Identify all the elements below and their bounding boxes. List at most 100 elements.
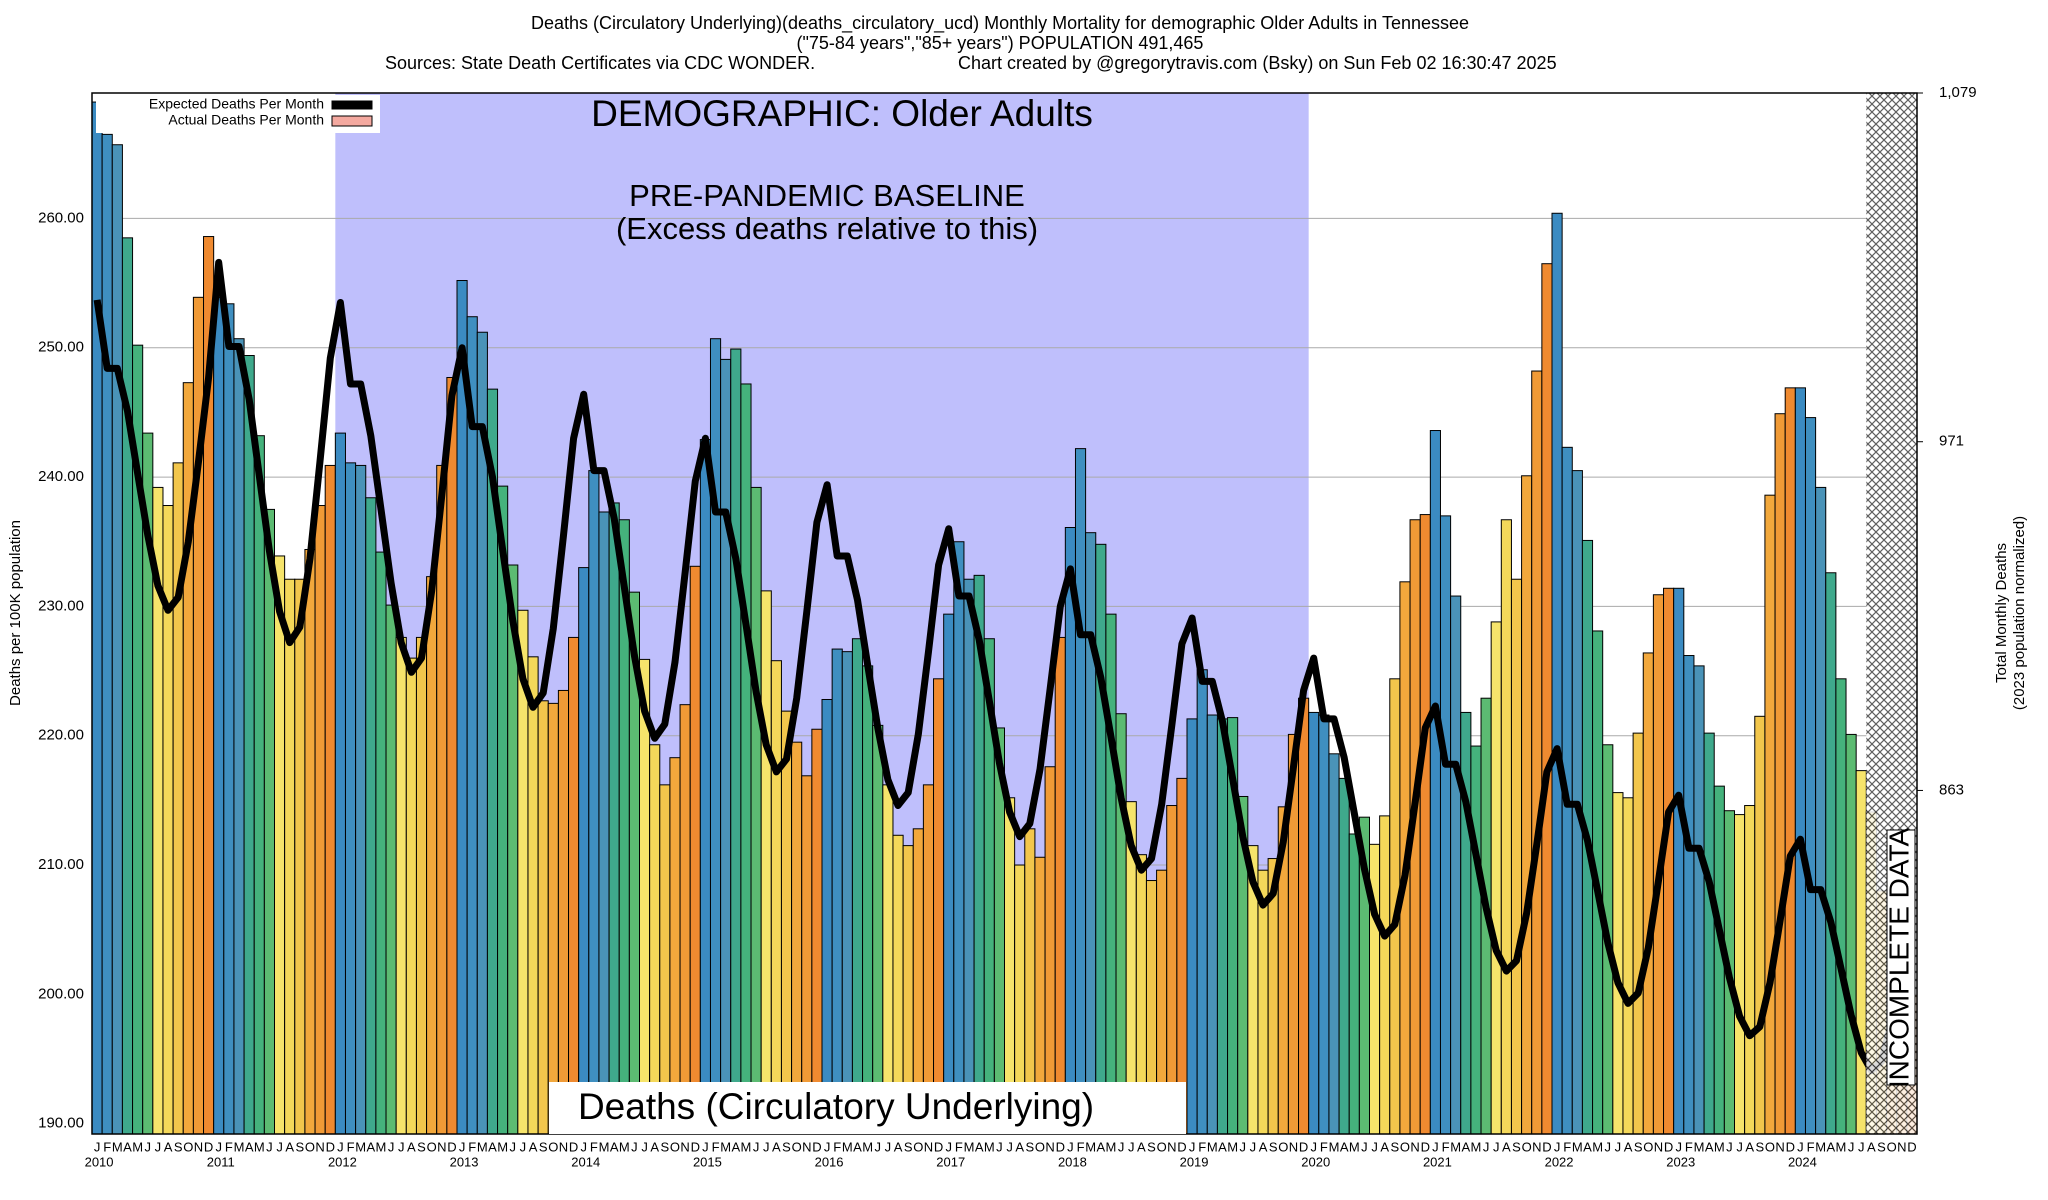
bar (1308, 711, 1320, 1135)
y-tick-label: 190.00 (38, 1115, 84, 1132)
x-month-label: D (1664, 1139, 1673, 1154)
x-month-label: J (459, 1139, 466, 1154)
bar (1744, 805, 1756, 1135)
bar (557, 689, 570, 1135)
x-month-label: M (132, 1139, 143, 1154)
x-month-label: J (266, 1139, 273, 1154)
y-tick-label: 230.00 (38, 597, 84, 614)
x-month-label: M (1471, 1139, 1482, 1154)
x-month-label: F (955, 1139, 963, 1154)
x-month-label: A (245, 1139, 254, 1154)
x-month-label: M (234, 1139, 245, 1154)
expected-line (93, 258, 1916, 1075)
cause-label: Deaths (Circulatory Underlying) (578, 1086, 1094, 1127)
x-month-label: O (670, 1139, 680, 1154)
bar (1784, 387, 1796, 1135)
x-year-label: 2021 (1423, 1154, 1452, 1169)
legend-swatch (331, 100, 373, 110)
x-month-label: M (1450, 1139, 1461, 1154)
x-month-label: J (875, 1139, 882, 1154)
x-year-label: 2012 (328, 1154, 357, 1169)
bar (801, 775, 813, 1135)
x-month-label: N (680, 1139, 689, 1154)
x-month-label: A (488, 1139, 497, 1154)
x-month-label: A (772, 1139, 781, 1154)
incomplete-label: INCOMPLETE DATA (1883, 828, 1914, 1089)
x-month-label: J (1493, 1139, 1500, 1154)
x-month-label: J (1006, 1139, 1013, 1154)
y-tick-label: 260.00 (38, 209, 84, 226)
bar (274, 555, 286, 1135)
x-month-label: S (1391, 1139, 1400, 1154)
x-month-label: M (842, 1139, 853, 1154)
y2-axis-label: Total Monthly Deaths (1993, 543, 2010, 683)
x-year-label: 2014 (571, 1154, 600, 1169)
chart-subtitle: ("75-84 years","85+ years") POPULATION 4… (797, 33, 1204, 53)
x-month-label: S (1147, 1139, 1156, 1154)
bar (1500, 519, 1512, 1135)
bar (375, 551, 387, 1135)
credit-note: Chart created by @gregorytravis.com (Bsk… (958, 53, 1557, 73)
x-month-label: O (183, 1139, 193, 1154)
bar (791, 741, 803, 1135)
x-month-label: A (123, 1139, 132, 1154)
bar (720, 358, 732, 1135)
bar (1835, 678, 1847, 1135)
x-month-label: N (1045, 1139, 1054, 1154)
bar (405, 657, 417, 1135)
x-month-label: O (1035, 1139, 1045, 1154)
bar (831, 648, 843, 1135)
x-month-label: D (447, 1139, 456, 1154)
bar (1328, 753, 1340, 1135)
bar (213, 296, 225, 1135)
x-month-label: M (1085, 1139, 1096, 1154)
x-month-label: O (1765, 1139, 1775, 1154)
bar (862, 665, 874, 1135)
bar (578, 567, 590, 1135)
bar (963, 578, 975, 1135)
x-month-label: F (1320, 1139, 1328, 1154)
x-month-label: F (1442, 1139, 1450, 1154)
bar (1531, 370, 1543, 1135)
bar (669, 757, 681, 1135)
x-month-label: N (1654, 1139, 1663, 1154)
x-month-label: J (1310, 1139, 1317, 1154)
x-month-label: J (276, 1139, 283, 1154)
x-month-label: A (975, 1139, 984, 1154)
y-tick-label: 210.00 (38, 856, 84, 873)
x-month-label: M (1836, 1139, 1847, 1154)
x-month-label: J (145, 1139, 152, 1154)
bar (355, 464, 367, 1135)
bar (284, 578, 296, 1135)
x-month-label: A (1826, 1139, 1835, 1154)
x-month-label: J (1118, 1139, 1125, 1154)
legend-label: Actual Deaths Per Month (168, 112, 324, 128)
x-month-label: O (427, 1139, 437, 1154)
x-year-label: 2015 (693, 1154, 722, 1169)
x-month-label: M (1572, 1139, 1583, 1154)
x-month-label: J (398, 1139, 405, 1154)
y-tick-label: 220.00 (38, 727, 84, 744)
x-year-label: 2013 (450, 1154, 479, 1169)
x-month-label: J (702, 1139, 709, 1154)
x-month-label: N (924, 1139, 933, 1154)
x-month-label: A (1624, 1139, 1633, 1154)
bar (1044, 766, 1056, 1135)
x-month-label: S (539, 1139, 548, 1154)
x-month-label: J (1797, 1139, 1804, 1154)
x-month-label: O (1887, 1139, 1897, 1154)
bar (1510, 578, 1523, 1135)
bar (111, 144, 123, 1135)
bar (1673, 587, 1685, 1135)
x-month-label: N (1532, 1139, 1541, 1154)
x-month-label: J (215, 1139, 222, 1154)
x-month-label: J (1848, 1139, 1855, 1154)
x-month-label: O (1278, 1139, 1288, 1154)
bar (1439, 515, 1452, 1135)
bar (1379, 815, 1391, 1135)
x-month-label: J (1483, 1139, 1490, 1154)
x-month-label: A (1096, 1139, 1105, 1154)
x-month-label: J (510, 1139, 517, 1154)
x-month-label: D (1421, 1139, 1430, 1154)
x-month-label: D (812, 1139, 821, 1154)
